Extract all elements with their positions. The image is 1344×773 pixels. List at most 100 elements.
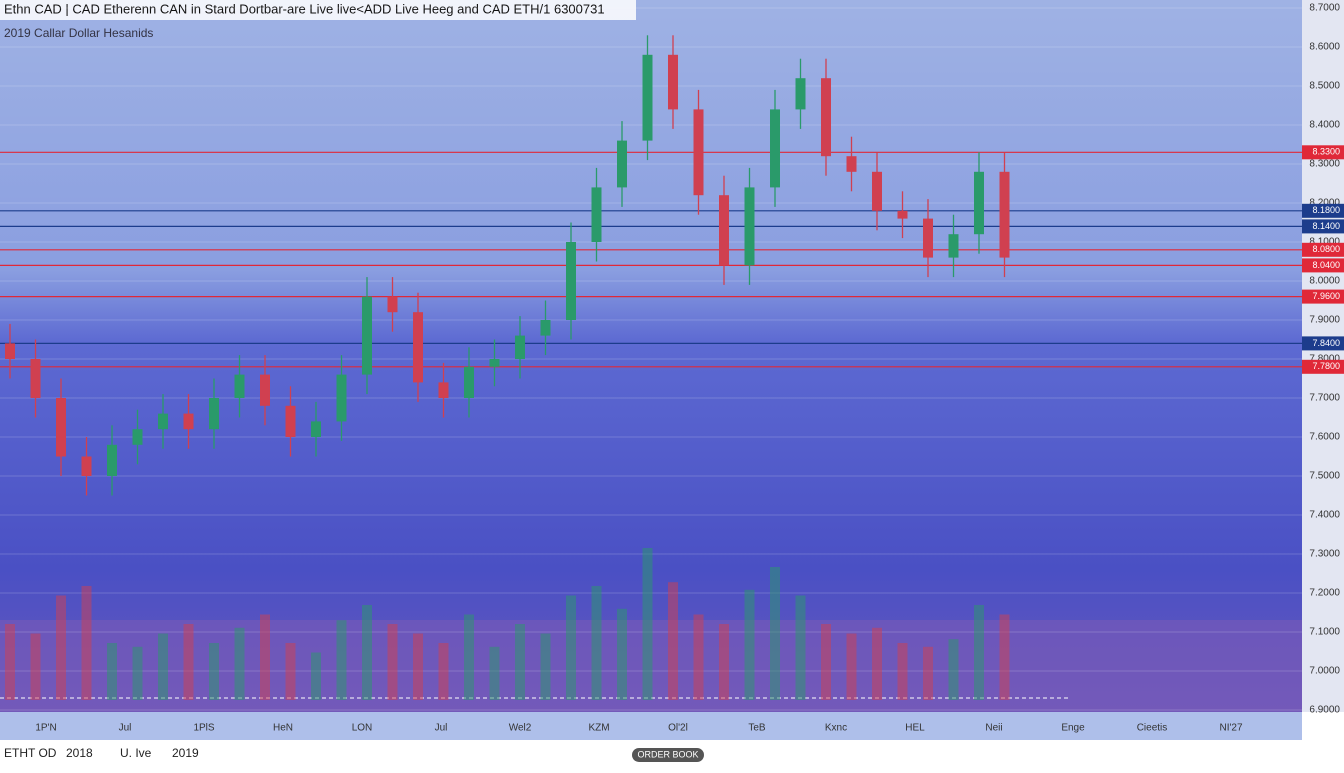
candle-body [515,335,525,359]
volume-bar [795,595,806,700]
candle-body [693,109,704,196]
volume-bar [438,643,449,700]
y-tick-label: 7.3000 [1309,549,1340,560]
price-level-tag [1302,219,1344,234]
price-level-tag [1302,258,1344,273]
order-button-label[interactable]: ORDER BOOK [637,749,698,759]
candle-body [540,320,551,336]
volume-bar [489,646,500,700]
price-level-label: 7.7800 [1312,361,1340,371]
volume-bar [81,586,92,700]
volume-bar [336,620,347,700]
volume-bar [744,589,755,700]
volume-bar [642,548,653,700]
x-tick-label: 1PlS [193,723,214,734]
volume-bar [999,614,1010,700]
x-tick-label: HeN [273,723,293,734]
order-button[interactable] [632,748,704,762]
volume-bar [872,627,882,700]
volume-bar [5,624,15,700]
candle-body [821,78,831,157]
volume-bar [923,646,933,700]
candle-body [846,156,857,172]
volume-bar [540,633,551,700]
x-tick-label: 1P'N [35,723,56,734]
volume-bar [285,643,296,700]
candle-body [719,195,729,266]
volume-bar [387,624,398,700]
candle-body [107,444,117,476]
candle-body [591,187,602,242]
candle-body [132,429,143,445]
y-tick-label: 8.6000 [1309,42,1340,53]
x-tick-label: Neii [985,723,1002,734]
y-tick-label: 7.9000 [1309,315,1340,326]
candle-body [362,296,372,375]
x-tick-label: HEL [905,723,925,734]
candle-body [234,374,245,398]
status-text: U. Ive [120,746,152,760]
candle-body [923,218,933,258]
x-tick-label: Jul [119,723,132,734]
candle-body [948,234,959,258]
volume-bar [974,605,984,700]
volume-bar [311,652,321,700]
volume-bar [515,624,525,700]
candle-body [183,413,194,430]
price-level-label: 7.8400 [1312,338,1340,348]
volume-bar [693,614,704,700]
volume-bar [183,624,194,700]
y-tick-label: 8.3000 [1309,159,1340,170]
y-tick-label: 7.8000 [1309,354,1340,365]
price-level-tag [1302,242,1344,257]
x-tick-label: Enge [1061,723,1085,734]
candle-body [770,109,780,188]
price-level-tag [1302,289,1344,304]
y-tick-label: 7.4000 [1309,510,1340,521]
candle-body [617,140,627,188]
volume-bar [158,633,168,700]
x-tick-label: LON [352,723,373,734]
candle-body [56,398,66,457]
time-axis [0,712,1302,740]
subtitle: 2019 Callar Dollar Hesanids [4,26,153,40]
volume-bar [260,614,270,700]
volume-bar [897,643,908,700]
title: Ethn CAD | CAD Etherenn CAN in Stard Dor… [4,1,605,16]
title-bg [0,0,636,20]
y-tick-label: 8.1000 [1309,237,1340,248]
volume-bar [362,605,372,700]
y-tick-label: 8.5000 [1309,81,1340,92]
y-tick-label: 8.0000 [1309,276,1340,287]
candle-body [872,171,882,211]
candle-body [897,210,908,219]
y-tick-label: 7.6000 [1309,432,1340,443]
candle-body [81,456,92,476]
candle-body [336,374,347,422]
y-tick-label: 6.9000 [1309,705,1340,716]
price-level-tag [1302,203,1344,218]
volume-bar [30,633,41,700]
volume-bar [56,595,66,700]
x-tick-label: Ol'2l [668,723,688,734]
y-tick-label: 8.4000 [1309,120,1340,131]
volume-bar [846,633,857,700]
price-level-tag [1302,336,1344,351]
price-level-label: 8.3300 [1312,147,1340,157]
y-tick-label: 7.7000 [1309,393,1340,404]
candle-body [260,374,270,406]
volume-bar [107,643,117,700]
y-tick-label: 7.2000 [1309,588,1340,599]
y-tick-label: 8.2000 [1309,198,1340,209]
y-tick-label: 8.7000 [1309,3,1340,14]
volume-bar [719,624,729,700]
candle-body [999,171,1010,258]
volume-bar [566,595,576,700]
volume-bar [234,627,245,700]
candle-body [285,405,296,437]
status-text: 2018 [66,746,93,760]
candle-body [209,398,219,430]
x-tick-label: NI'27 [1219,723,1242,734]
candle-body [5,343,15,359]
